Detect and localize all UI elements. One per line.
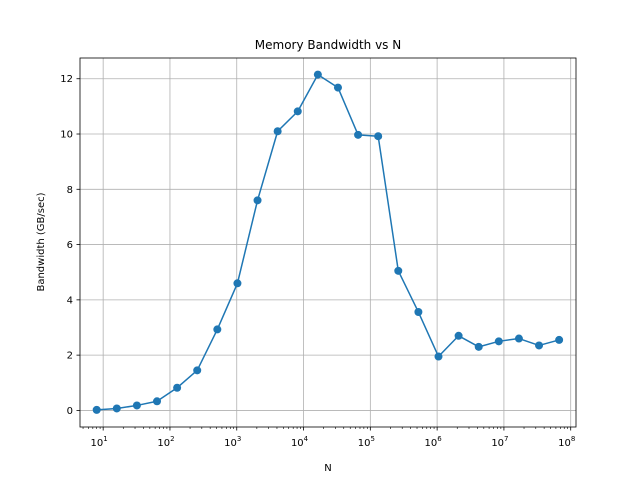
data-point-16	[414, 308, 423, 317]
x-tick-label-exp-3: 4	[304, 435, 309, 443]
x-tick-label-base-0: 10	[91, 438, 104, 449]
x-tick-label-2: 103	[224, 435, 241, 449]
data-point-12	[333, 83, 342, 92]
data-point-9	[273, 127, 282, 136]
y-tick-label-5: 10	[60, 130, 73, 141]
data-point-17	[434, 352, 443, 361]
data-point-22	[535, 341, 544, 350]
data-point-8	[253, 196, 262, 205]
data-point-1	[112, 404, 121, 413]
x-tick-label-base-4: 10	[358, 438, 371, 449]
x-tick-label-exp-0: 1	[103, 435, 107, 443]
data-point-11	[313, 70, 322, 79]
y-axis-label: Bandwidth (GB/sec)	[36, 192, 47, 291]
chart-title: Memory Bandwidth vs N	[255, 38, 401, 52]
x-tick-label-7: 108	[558, 435, 575, 449]
data-point-19	[474, 342, 483, 351]
data-point-0	[92, 405, 101, 414]
x-tick-label-3: 104	[291, 435, 309, 449]
x-tick-label-exp-5: 6	[437, 435, 442, 443]
x-tick-label-exp-7: 8	[571, 435, 575, 443]
y-tick-label-0: 0	[67, 406, 73, 417]
data-point-23	[555, 335, 564, 344]
x-tick-label-base-2: 10	[224, 438, 237, 449]
x-tick-label-5: 106	[425, 435, 443, 449]
x-tick-label-1: 102	[157, 435, 174, 449]
x-tick-label-6: 107	[491, 435, 508, 449]
x-tick-label-base-7: 10	[558, 438, 571, 449]
data-point-2	[132, 401, 141, 410]
data-point-15	[394, 266, 403, 275]
data-point-10	[293, 107, 302, 116]
data-point-20	[494, 337, 503, 346]
y-tick-label-3: 6	[67, 240, 73, 251]
data-point-4	[173, 383, 182, 392]
data-point-21	[514, 334, 523, 343]
y-tick-label-1: 2	[67, 351, 73, 362]
data-point-5	[193, 366, 202, 375]
x-tick-label-base-3: 10	[291, 438, 304, 449]
data-point-18	[454, 331, 463, 340]
data-point-14	[374, 132, 383, 141]
x-tick-label-exp-2: 3	[237, 435, 241, 443]
y-tick-label-2: 4	[67, 295, 73, 306]
x-tick-label-exp-4: 5	[370, 435, 374, 443]
x-tick-label-base-6: 10	[491, 438, 504, 449]
x-tick-label-exp-1: 2	[170, 435, 174, 443]
x-tick-label-exp-6: 7	[504, 435, 508, 443]
x-tick-label-0: 101	[91, 435, 108, 449]
series	[92, 70, 564, 414]
x-tick-label-4: 105	[358, 435, 375, 449]
data-point-6	[213, 325, 222, 334]
x-tick-label-base-5: 10	[425, 438, 438, 449]
y-tick-label-4: 8	[67, 185, 73, 196]
x-axis-label: N	[324, 463, 331, 474]
data-point-7	[233, 279, 242, 288]
plot-frame	[79, 57, 577, 428]
data-point-13	[354, 130, 363, 139]
x-tick-label-base-1: 10	[157, 438, 170, 449]
y-tick-label-6: 12	[60, 74, 73, 85]
grid	[80, 58, 576, 427]
data-point-3	[153, 397, 162, 406]
